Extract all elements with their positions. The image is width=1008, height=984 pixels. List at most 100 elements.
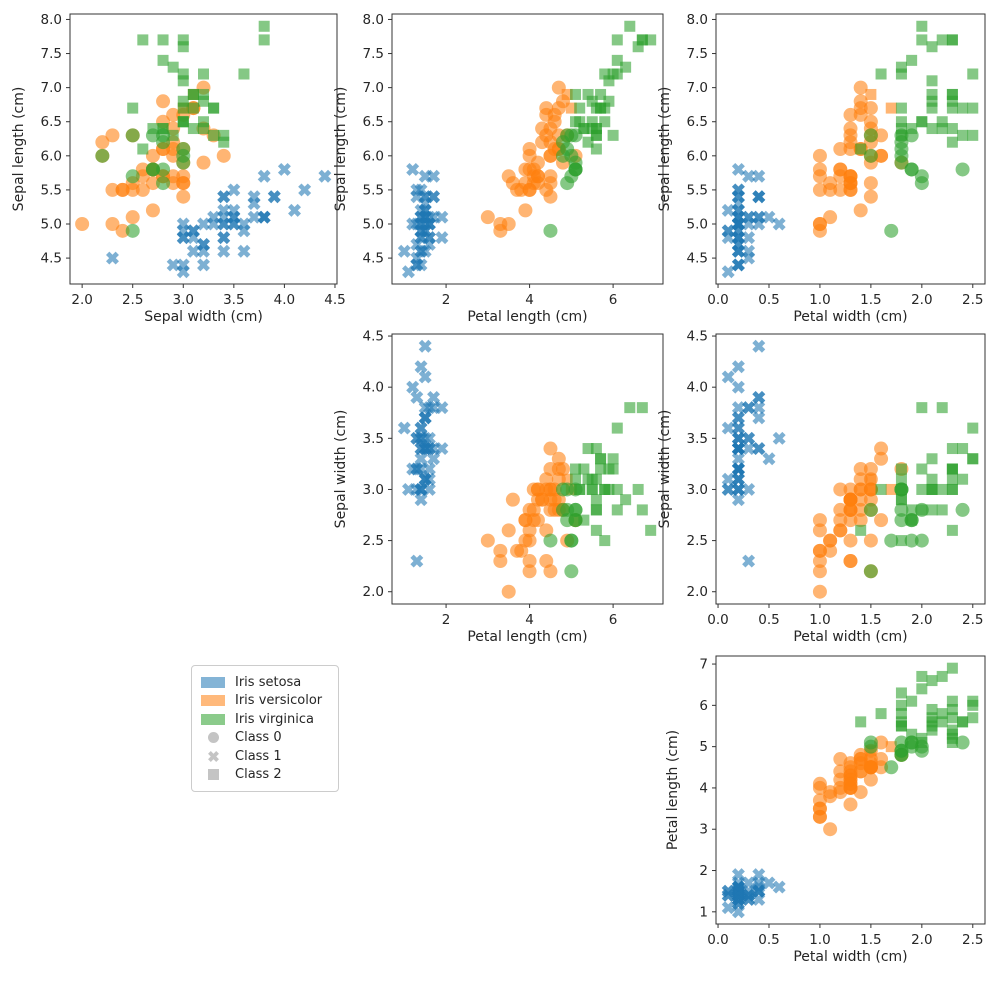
data-point (135, 182, 150, 197)
x-tick-label: 6 (609, 292, 618, 308)
x-tick-label: 2.0 (911, 932, 932, 948)
data-point (895, 463, 907, 475)
data-point (812, 793, 827, 808)
data-point (936, 483, 948, 495)
data-point (156, 94, 171, 109)
y-axis-label: Sepal length (cm) (11, 87, 27, 212)
y-tick-label: 4 (699, 780, 708, 796)
data-point (823, 533, 838, 548)
x-tick-label: 2.5 (962, 932, 983, 948)
data-point (590, 143, 602, 155)
data-point (561, 88, 573, 100)
data-point (137, 143, 149, 155)
data-point (967, 102, 979, 114)
data-point (731, 421, 745, 435)
data-point (721, 370, 735, 384)
data-point (145, 148, 160, 163)
data-point (731, 868, 745, 882)
data-point (568, 502, 583, 517)
data-point (410, 183, 424, 197)
data-point (522, 523, 537, 538)
data-point (752, 401, 766, 415)
y-tick-label: 6.5 (687, 114, 708, 130)
data-point (414, 421, 428, 435)
data-point (435, 231, 449, 245)
data-point (145, 176, 160, 191)
data-point (731, 183, 745, 197)
data-point (957, 716, 969, 728)
data-point (853, 513, 868, 528)
data-point (853, 472, 868, 487)
data-point (177, 68, 189, 80)
data-point (145, 162, 160, 177)
data-point (916, 402, 928, 414)
data-point (217, 190, 231, 204)
data-point (543, 441, 558, 456)
data-point (414, 360, 428, 374)
data-point (957, 102, 969, 114)
data-point (946, 443, 958, 455)
data-point (166, 148, 181, 163)
data-point (843, 107, 858, 122)
data-point (946, 712, 958, 724)
data-point (895, 116, 907, 128)
data-point (493, 554, 508, 569)
data-point (632, 483, 644, 495)
data-point (418, 411, 432, 425)
data-point (926, 675, 938, 687)
data-point (620, 61, 632, 73)
data-point (277, 162, 291, 176)
y-axis-label: Sepal length (cm) (333, 87, 349, 212)
data-point (731, 493, 745, 507)
data-point (611, 34, 623, 46)
data-point (435, 442, 449, 456)
x-tick-label: 1.5 (860, 292, 881, 308)
data-point (166, 258, 180, 272)
data-point (586, 123, 598, 135)
data-point (926, 716, 938, 728)
data-point (611, 483, 623, 495)
data-point (967, 453, 979, 465)
data-point (526, 169, 541, 184)
subplot-2: 2 4 6 4.5 5.0 5.5 6.0 6.5 7.0 7.5 8.0 Petal length … (333, 12, 664, 325)
data-point (731, 380, 745, 394)
data-point (936, 670, 948, 682)
data-point (843, 533, 858, 548)
data-point (410, 258, 424, 272)
y-tick-label: 5.0 (687, 217, 708, 233)
data-point (410, 390, 424, 404)
data-point (590, 494, 602, 506)
data-point (812, 148, 827, 163)
data-point (936, 34, 948, 46)
x-tick-label: 6 (609, 612, 618, 628)
data-point (721, 472, 735, 486)
data-point (578, 463, 590, 475)
data-point (217, 210, 231, 224)
data-point (539, 107, 554, 122)
data-point (855, 143, 867, 155)
y-tick-label: 2.0 (687, 584, 708, 600)
data-point (731, 217, 745, 231)
data-point (904, 533, 919, 548)
data-point (936, 116, 948, 128)
data-point (812, 584, 827, 599)
data-point (916, 20, 928, 32)
data-point (156, 176, 171, 191)
data-point (843, 169, 858, 184)
data-point (894, 747, 909, 762)
data-point (561, 473, 573, 485)
data-point (560, 176, 575, 191)
y-tick-label: 7.5 (363, 46, 384, 62)
data-point (535, 492, 550, 507)
data-point (742, 431, 756, 445)
data-point (926, 504, 938, 516)
x-tick-label: 0.5 (758, 292, 779, 308)
y-tick-label: 4.0 (363, 380, 384, 396)
data-point (176, 169, 191, 184)
legend-label: Iris versicolor (235, 693, 323, 709)
data-point (603, 95, 615, 107)
data-point (916, 116, 928, 128)
data-point (731, 472, 745, 486)
data-point (875, 708, 887, 720)
data-point (578, 123, 590, 135)
